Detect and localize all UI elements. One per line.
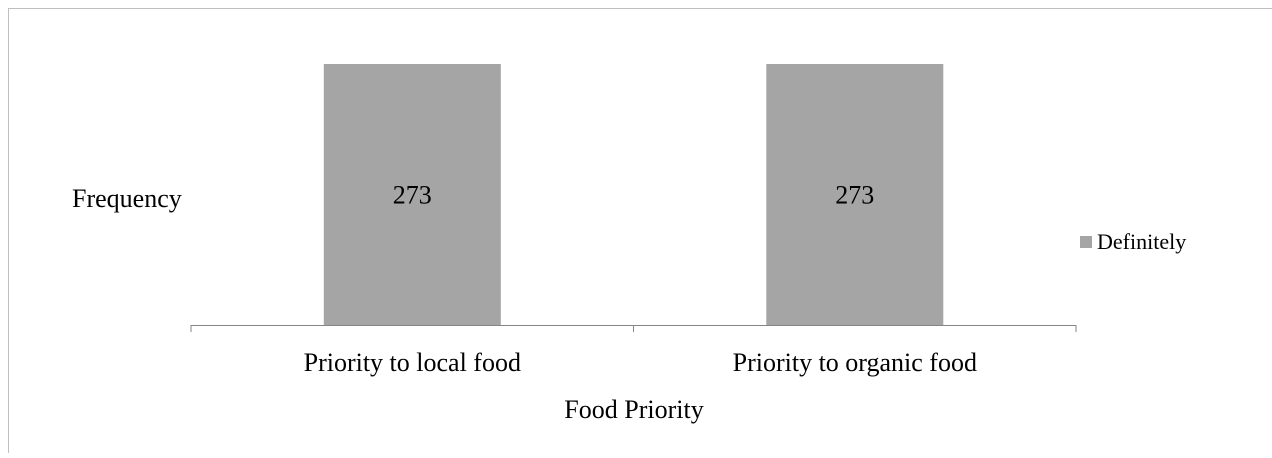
category-label: Priority to local food [304,348,521,377]
data-label: 273 [835,181,874,210]
x-axis [191,325,1076,332]
x-axis-title: Food Priority [564,395,703,424]
chart-border [9,9,1272,454]
category-label: Priority to organic food [733,348,977,377]
legend-label-definitely: Definitely [1097,229,1186,254]
legend-swatch-definitely [1080,236,1092,248]
category-labels-layer: Priority to local food Priority to organi… [304,348,977,377]
legend: Definitely [1080,229,1186,254]
data-label: 273 [393,181,432,210]
y-axis-title: Frequency [72,184,182,213]
